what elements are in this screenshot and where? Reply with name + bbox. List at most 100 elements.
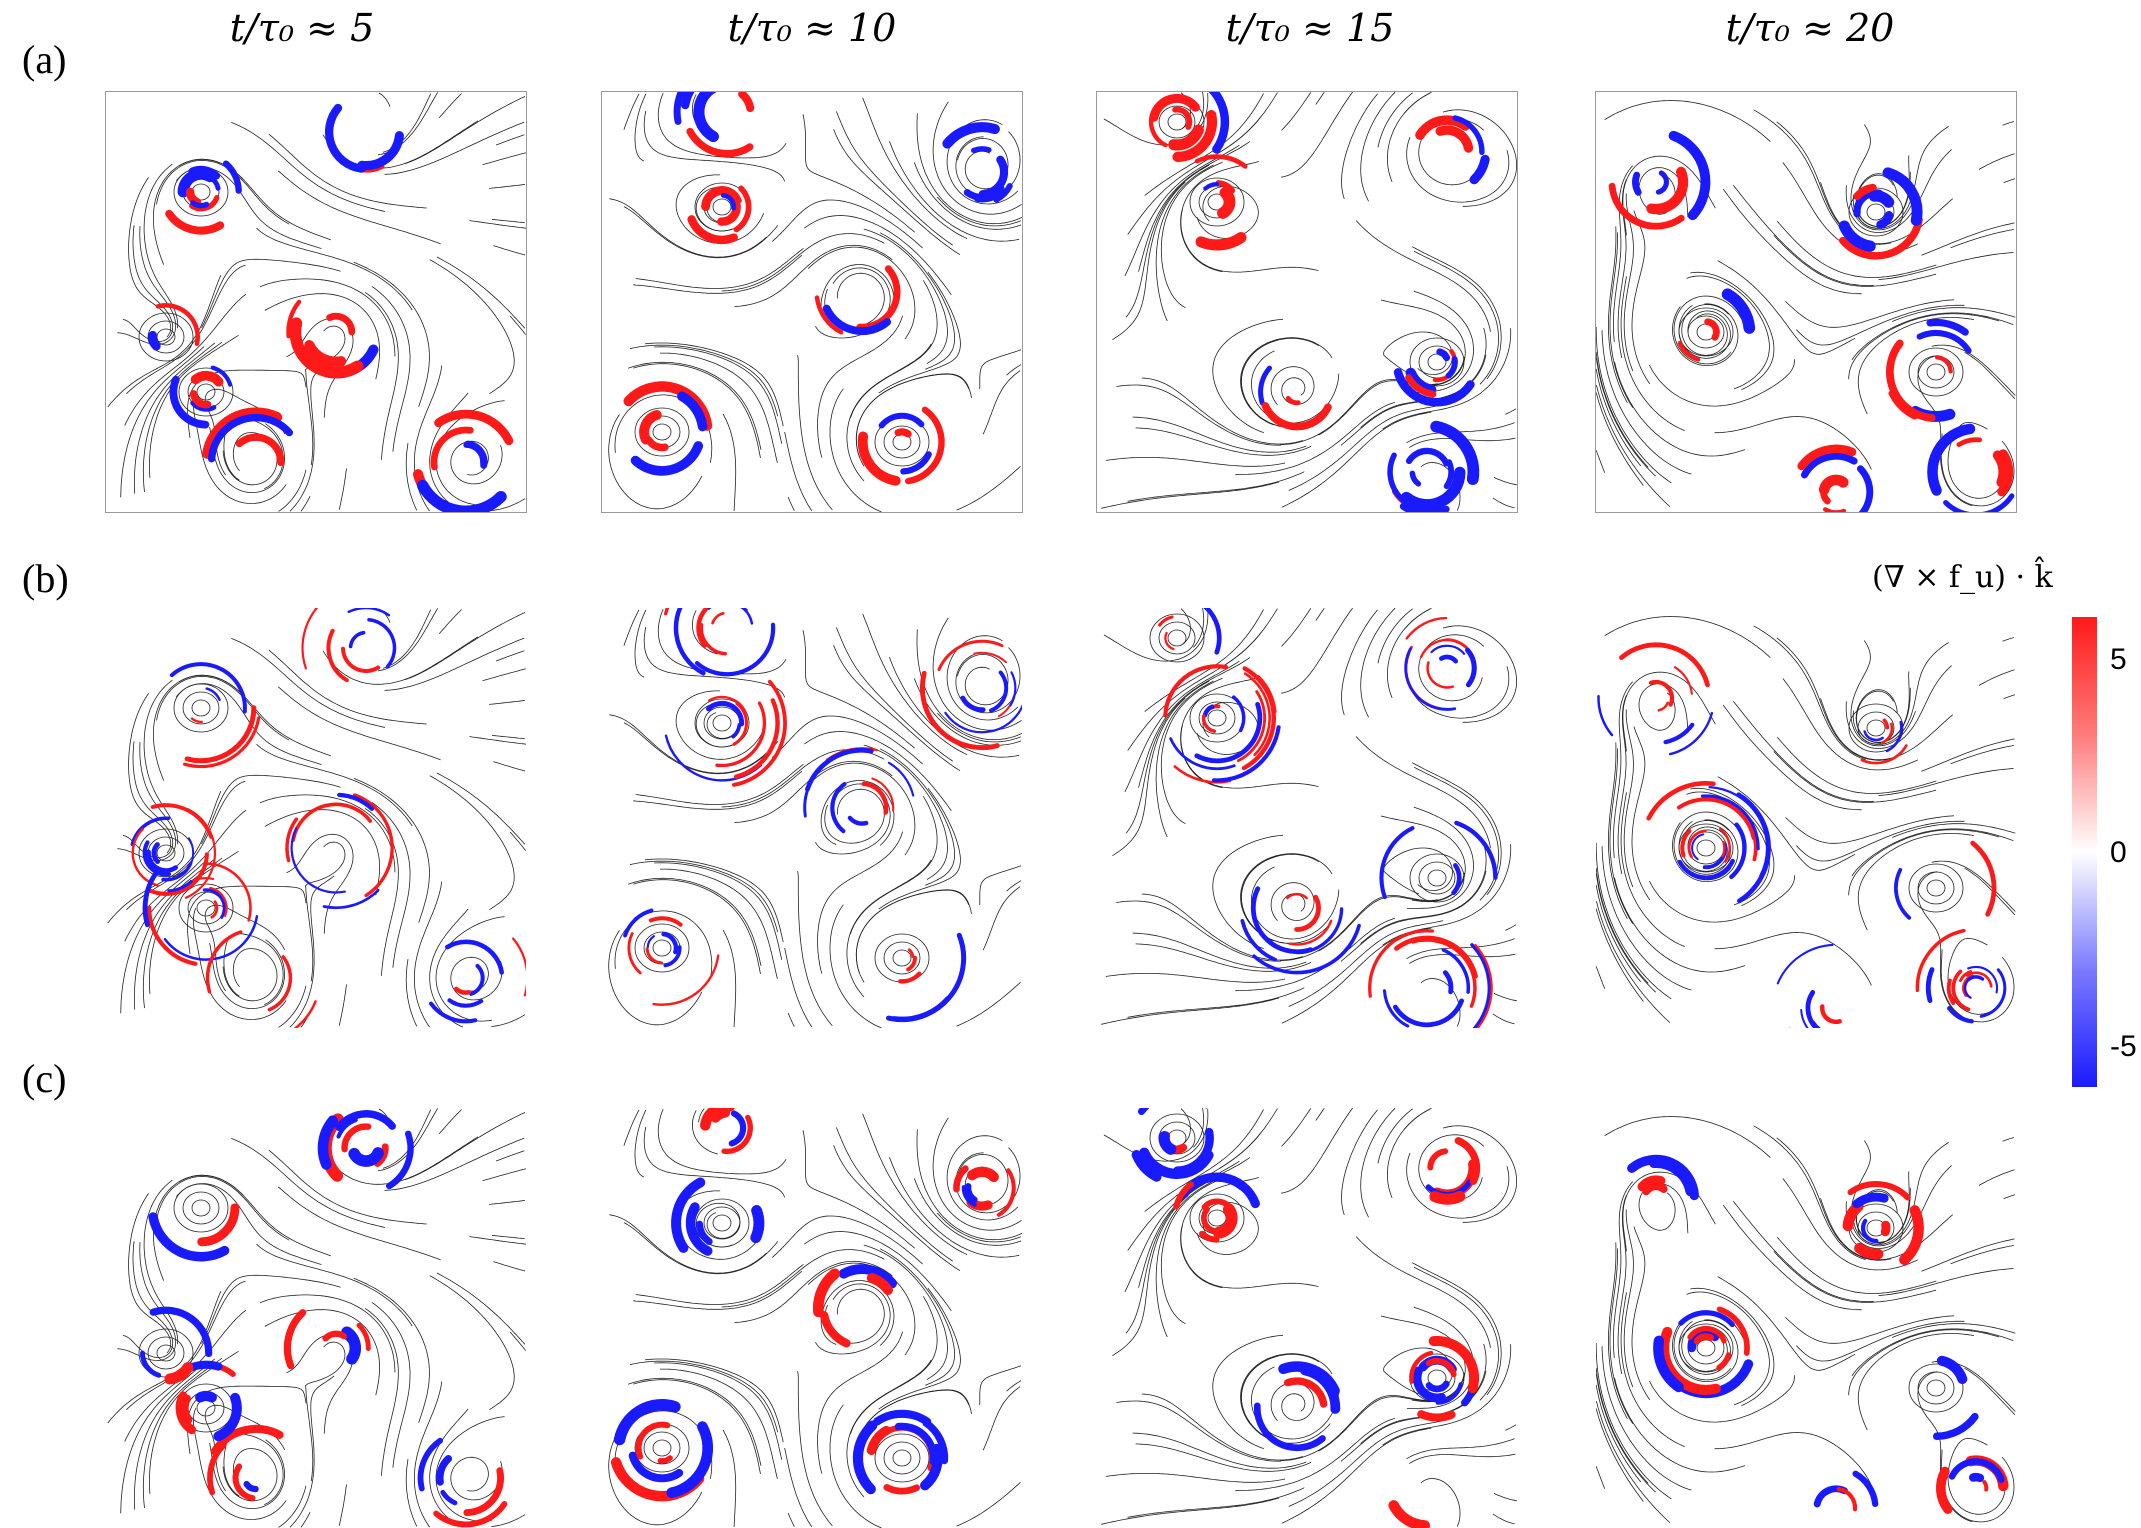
streamline — [405, 959, 418, 1027]
negative-vorticity-patch — [1663, 722, 1695, 745]
streamline — [278, 469, 307, 512]
negative-vorticity-patch — [325, 103, 366, 173]
positive-vorticity-patch — [1619, 642, 1710, 688]
streamline — [482, 152, 526, 166]
vorticity-field-plot — [107, 1108, 526, 1528]
negative-vorticity-patch — [694, 622, 776, 677]
negative-vorticity-patch — [922, 1419, 949, 1465]
positive-vorticity-patch — [1881, 722, 1894, 744]
positive-vorticity-patch — [1173, 1181, 1194, 1210]
negative-vorticity-patch — [1379, 826, 1415, 900]
streamline — [1127, 471, 1305, 502]
streamline — [957, 1153, 1009, 1206]
streamline — [634, 93, 647, 162]
streamline — [231, 638, 386, 728]
streamline — [1180, 208, 1319, 273]
streamline — [1950, 1245, 2014, 1265]
streamline — [1851, 1328, 2014, 1377]
streamline — [469, 736, 526, 745]
streamline — [175, 1183, 322, 1265]
streamline — [491, 1014, 526, 1027]
streamline — [1596, 966, 1606, 989]
panel-row3-col2 — [602, 1108, 1022, 1528]
negative-vorticity-patch — [190, 400, 217, 412]
streamline — [979, 865, 1022, 906]
positive-vorticity-patch — [267, 955, 293, 1012]
streamline — [850, 1296, 938, 1435]
streamline — [691, 610, 719, 655]
negative-vorticity-patch — [1231, 695, 1246, 733]
positive-vorticity-patch — [1997, 449, 2014, 497]
streamline — [377, 92, 439, 156]
positive-vorticity-patch — [1417, 1410, 1456, 1422]
negative-vorticity-patch — [1442, 970, 1454, 995]
streamline — [797, 1371, 833, 1527]
negative-vorticity-patch — [1296, 907, 1344, 955]
positive-vorticity-patch — [1847, 1181, 1911, 1201]
streamline — [1820, 1198, 1954, 1261]
streamline — [1125, 164, 1210, 318]
negative-vorticity-patch — [1470, 943, 1492, 1028]
streamline — [1132, 416, 1307, 453]
streamline — [1360, 1108, 1396, 1218]
positive-vorticity-patch — [1687, 829, 1707, 859]
streamline — [1160, 161, 1223, 309]
streamline — [1124, 144, 1240, 277]
negative-vorticity-patch — [347, 608, 391, 617]
streamline — [1851, 312, 2014, 361]
negative-vorticity-patch — [142, 840, 172, 877]
streamline-ring — [1908, 1363, 1964, 1413]
streamline — [435, 916, 505, 1022]
streamline — [1116, 900, 1282, 962]
negative-vorticity-patch — [671, 1177, 706, 1253]
streamline — [1279, 1395, 1438, 1462]
streamline — [286, 833, 354, 934]
positive-vorticity-patch — [871, 777, 895, 812]
streamline — [1135, 427, 1312, 456]
streamline — [1620, 276, 1685, 431]
streamline — [404, 612, 526, 681]
negative-vorticity-patch — [720, 193, 736, 211]
positive-vorticity-patch — [1215, 180, 1236, 194]
streamline — [1006, 364, 1022, 376]
streamline — [1240, 853, 1333, 942]
positive-vorticity-patch — [857, 431, 901, 486]
streamline — [629, 860, 779, 933]
streamline — [797, 871, 833, 1027]
streamline-ring — [643, 1431, 681, 1465]
streamline — [1492, 1513, 1515, 1525]
streamline — [429, 1275, 515, 1411]
streamline — [628, 1377, 762, 1466]
streamline — [1940, 433, 2015, 507]
positive-vorticity-patch — [1915, 928, 1966, 993]
negative-vorticity-patch — [186, 172, 221, 191]
streamline — [300, 1511, 311, 1528]
positive-vorticity-patch — [1217, 186, 1236, 219]
streamline — [1596, 873, 1656, 993]
streamline — [1160, 1177, 1223, 1325]
streamline-ring — [652, 423, 672, 441]
streamline — [495, 650, 525, 662]
positive-vorticity-patch — [721, 1114, 753, 1155]
negative-vorticity-patch — [1648, 1157, 1696, 1197]
streamline — [1420, 978, 1461, 1027]
negative-vorticity-patch — [989, 670, 1009, 713]
streamline-ring — [156, 328, 176, 346]
streamline — [1607, 226, 1628, 403]
streamline — [1596, 368, 1642, 467]
column-title-3: t/τ₀ ≈ 15 — [1225, 6, 1395, 50]
streamline — [429, 775, 515, 911]
streamline — [122, 1241, 174, 1359]
positive-vorticity-patch — [165, 209, 225, 235]
negative-vorticity-patch — [1258, 365, 1272, 406]
row-label-c: (c) — [22, 1056, 67, 1101]
vorticity-field-plot — [1101, 608, 1517, 1028]
streamline — [1240, 1353, 1333, 1442]
streamline — [1686, 1291, 1770, 1406]
negative-vorticity-patch — [1405, 447, 1450, 467]
positive-vorticity-patch — [1149, 93, 1200, 122]
streamline — [2003, 1194, 2016, 1199]
panel-row2-col4 — [1596, 608, 2016, 1028]
streamline — [491, 219, 525, 223]
streamline-ring — [1409, 853, 1465, 903]
